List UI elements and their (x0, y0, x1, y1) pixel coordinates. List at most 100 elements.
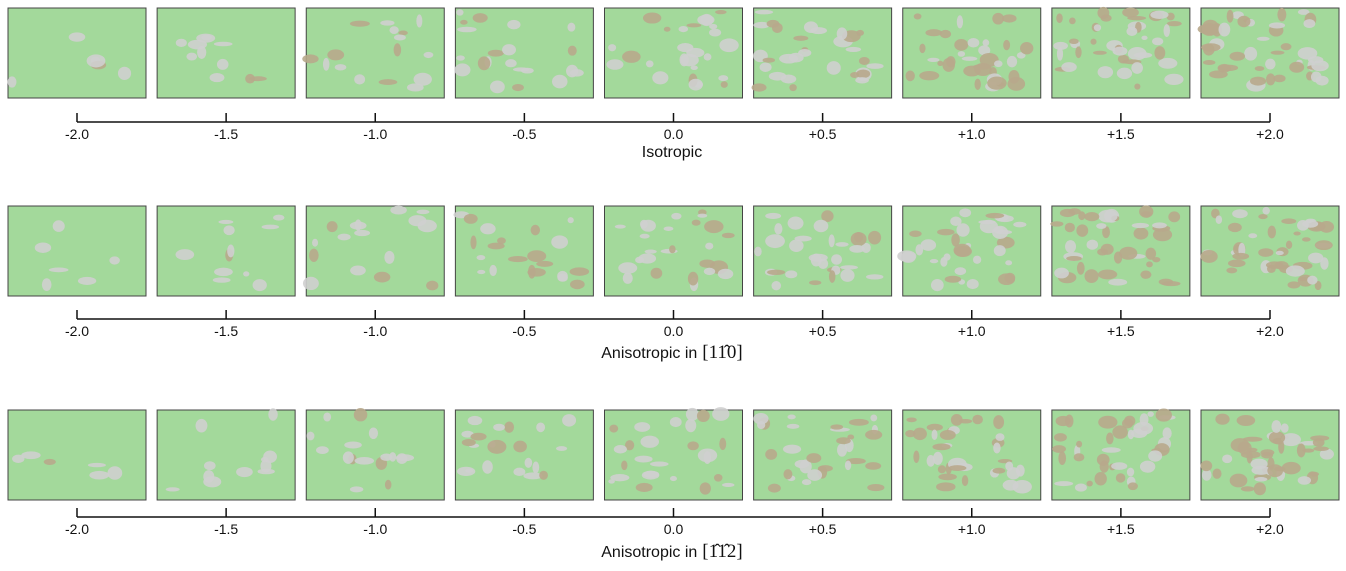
panel-patch (1299, 277, 1308, 281)
panel-patch (532, 461, 539, 473)
panel-patch (263, 451, 277, 463)
panel-patch (568, 46, 577, 56)
panel-patch (478, 56, 490, 70)
panel-patch (1005, 260, 1012, 265)
panel-patch (354, 408, 368, 421)
panel-patch (709, 24, 717, 29)
panel-patch (1111, 462, 1127, 470)
panel-patch (1228, 223, 1242, 232)
panel-patch (1132, 223, 1149, 228)
panel-patch (1164, 24, 1170, 37)
panel-patch (394, 43, 402, 56)
panel-patch (814, 220, 829, 233)
panel-patch (623, 273, 633, 284)
panel-patch (831, 254, 842, 265)
panel-patch (502, 44, 516, 55)
panel-patch (1097, 249, 1108, 256)
panel-patch (859, 57, 870, 65)
panel-patch (865, 462, 881, 470)
panel-patch (1139, 205, 1153, 217)
snapshot-panel (754, 206, 892, 296)
tick-label: +1.0 (958, 323, 986, 339)
panel-patch (426, 281, 438, 291)
panel-patch (760, 62, 772, 71)
panel-patch (197, 46, 206, 59)
panel-patch (303, 277, 319, 290)
panel-background (306, 410, 444, 500)
panel-patch (1162, 427, 1171, 439)
tick-label: -0.5 (512, 323, 536, 339)
panel-patch (354, 74, 365, 84)
panel-patch (722, 233, 735, 238)
panel-patch (722, 483, 734, 487)
caption-direction: [11̂0] (702, 342, 742, 363)
panel-patch (418, 220, 437, 233)
panel-patch (956, 223, 969, 236)
panel-patch (557, 271, 568, 282)
panel-patch (1271, 51, 1285, 55)
panel-patch (504, 422, 514, 433)
panel-patch (1230, 52, 1245, 61)
panel-patch (1269, 431, 1285, 444)
tick-label: -0.5 (512, 126, 536, 142)
panel-patch (835, 242, 848, 247)
panel-patch (384, 251, 394, 264)
panel-patch (1271, 420, 1281, 433)
panel-patch (1096, 223, 1106, 229)
tick-label: -1.0 (363, 323, 387, 339)
snapshot-panel (453, 206, 593, 296)
panel-patch (1050, 221, 1063, 226)
panel-patch (955, 267, 967, 275)
panel-patch (704, 451, 712, 464)
panel-patch (214, 42, 233, 47)
panel-patch (464, 214, 478, 224)
panel-patch (1281, 218, 1296, 224)
panel-patch (1134, 227, 1149, 239)
snapshot-panel (306, 408, 444, 500)
panel-patch (1098, 210, 1117, 223)
panel-patch (608, 44, 616, 51)
panel-patch (1003, 40, 1010, 50)
panel-patch (987, 77, 1006, 90)
snapshot-panel (605, 8, 743, 98)
panel-patch (789, 84, 796, 91)
panel-patch (709, 29, 721, 37)
panel-patch (1020, 42, 1033, 54)
panel-patch (752, 83, 767, 91)
panel-patch (396, 453, 407, 464)
panel-patch (350, 21, 370, 27)
snapshot-panel (455, 410, 593, 500)
panel-patch (493, 424, 505, 431)
panel-patch (1215, 414, 1229, 425)
panel-patch (719, 38, 738, 52)
panel-patch (1288, 281, 1301, 288)
panel-patch (528, 265, 536, 279)
panel-patch (424, 52, 434, 58)
tick-label: +1.0 (958, 521, 986, 537)
panel-patch (1218, 65, 1238, 72)
panel-patch (638, 253, 656, 263)
panel-patch (954, 39, 968, 51)
panel-patch (1255, 66, 1265, 71)
panel-patch (640, 220, 648, 229)
panel-patch (1226, 268, 1237, 274)
panel-patch (1152, 38, 1163, 46)
panel-patch (1147, 411, 1153, 417)
panel-patch (700, 482, 711, 494)
panel-patch (1054, 433, 1067, 442)
panel-patch (316, 446, 329, 454)
panel-patch (1094, 472, 1106, 485)
panel-patch (855, 77, 869, 83)
panel-patch (906, 71, 915, 82)
panel-patch (940, 257, 947, 267)
panel-patch (921, 239, 937, 251)
panel-patch (945, 276, 961, 283)
panel-patch (53, 220, 65, 232)
panel-patch (679, 53, 688, 66)
snapshot-panel (752, 8, 892, 98)
tick-label: +1.5 (1107, 521, 1135, 537)
panel-patch (1158, 58, 1177, 69)
panel-patch (1086, 481, 1092, 487)
panel-patch (1002, 14, 1017, 22)
panel-patch (1087, 240, 1099, 250)
